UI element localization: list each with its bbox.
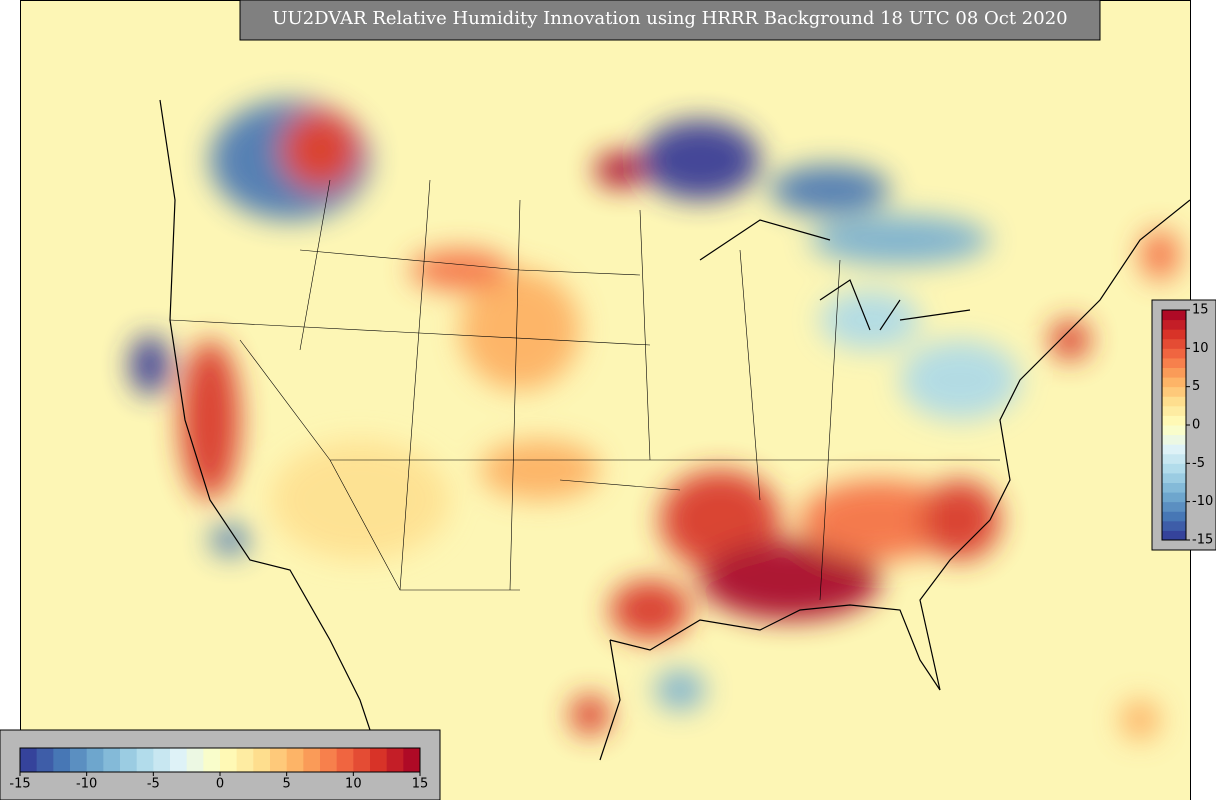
colorbar-segment xyxy=(1162,520,1186,531)
colorbar-segment xyxy=(336,748,354,772)
colorbar-segment xyxy=(1162,329,1186,340)
title-box xyxy=(239,0,1101,41)
colorbar-segment xyxy=(1162,492,1186,503)
colorbar-segment xyxy=(86,748,104,772)
colorbar-segment xyxy=(36,748,54,772)
colorbar-segment xyxy=(103,748,121,772)
colorbar-segment xyxy=(1162,530,1186,541)
colorbar-segment xyxy=(1162,367,1186,378)
map xyxy=(20,0,1190,800)
colorbar-segment xyxy=(386,748,404,772)
colorbar-segment xyxy=(203,748,221,772)
colorbar-segment xyxy=(1162,377,1186,388)
colorbar-segment xyxy=(286,748,304,772)
tick-label: -15 xyxy=(1192,533,1213,548)
colorbar-segment xyxy=(53,748,71,772)
tick-label: 10 xyxy=(345,777,362,792)
colorbar-segment xyxy=(1162,319,1186,330)
tick-label: 5 xyxy=(283,777,291,792)
colorbar-segment xyxy=(220,748,238,772)
colorbar-segment xyxy=(1162,482,1186,493)
colorbar-segment xyxy=(70,748,88,772)
colorbar-segment xyxy=(270,748,288,772)
tick-label: -5 xyxy=(1192,456,1205,471)
colorbar-segment xyxy=(1162,501,1186,512)
colorbar-segment xyxy=(136,748,154,772)
colorbar-segment xyxy=(1162,338,1186,349)
tick-label: -5 xyxy=(147,777,160,792)
colorbar-segment xyxy=(370,748,388,772)
title: UU2DVAR Relative Humidity Innovation usi… xyxy=(272,8,1067,29)
colorbar-segment xyxy=(1162,511,1186,522)
tick-label: -10 xyxy=(1192,494,1213,509)
colorbar-segment xyxy=(186,748,204,772)
tick-label: 10 xyxy=(1192,341,1209,356)
colorbar-segment xyxy=(1162,453,1186,464)
tick-label: 15 xyxy=(412,777,429,792)
colorbar-segment xyxy=(1162,310,1186,321)
colorbar-segment xyxy=(120,748,138,772)
colorbar-segment xyxy=(1162,348,1186,359)
colorbar-segment xyxy=(1162,434,1186,445)
tick-label: 0 xyxy=(1192,418,1200,433)
colorbar-segment xyxy=(253,748,271,772)
colorbar-segment xyxy=(1162,425,1186,436)
colorbar-segment xyxy=(303,748,321,772)
colorbar-segment xyxy=(1162,386,1186,397)
colorbar-segment xyxy=(1162,463,1186,474)
colorbar-segment xyxy=(153,748,171,772)
colorbar-segment xyxy=(236,748,254,772)
tick-label: 15 xyxy=(1192,303,1209,318)
colorbar-segment xyxy=(1162,472,1186,483)
colorbar-segment xyxy=(170,748,188,772)
tick-label: -15 xyxy=(9,777,30,792)
tick-label: 0 xyxy=(216,777,224,792)
tick-label: 5 xyxy=(1192,379,1200,394)
colorbar-segment xyxy=(1162,357,1186,368)
tick-label: -10 xyxy=(76,777,97,792)
colorbar-segment xyxy=(320,748,338,772)
colorbar-segment xyxy=(353,748,371,772)
colorbar-segment xyxy=(1162,405,1186,416)
colorbar-segment xyxy=(1162,415,1186,426)
colorbar-segment xyxy=(403,748,421,772)
colorbar-segment xyxy=(20,748,38,772)
colorbar-segment xyxy=(1162,444,1186,455)
colorbar-segment xyxy=(1162,396,1186,407)
